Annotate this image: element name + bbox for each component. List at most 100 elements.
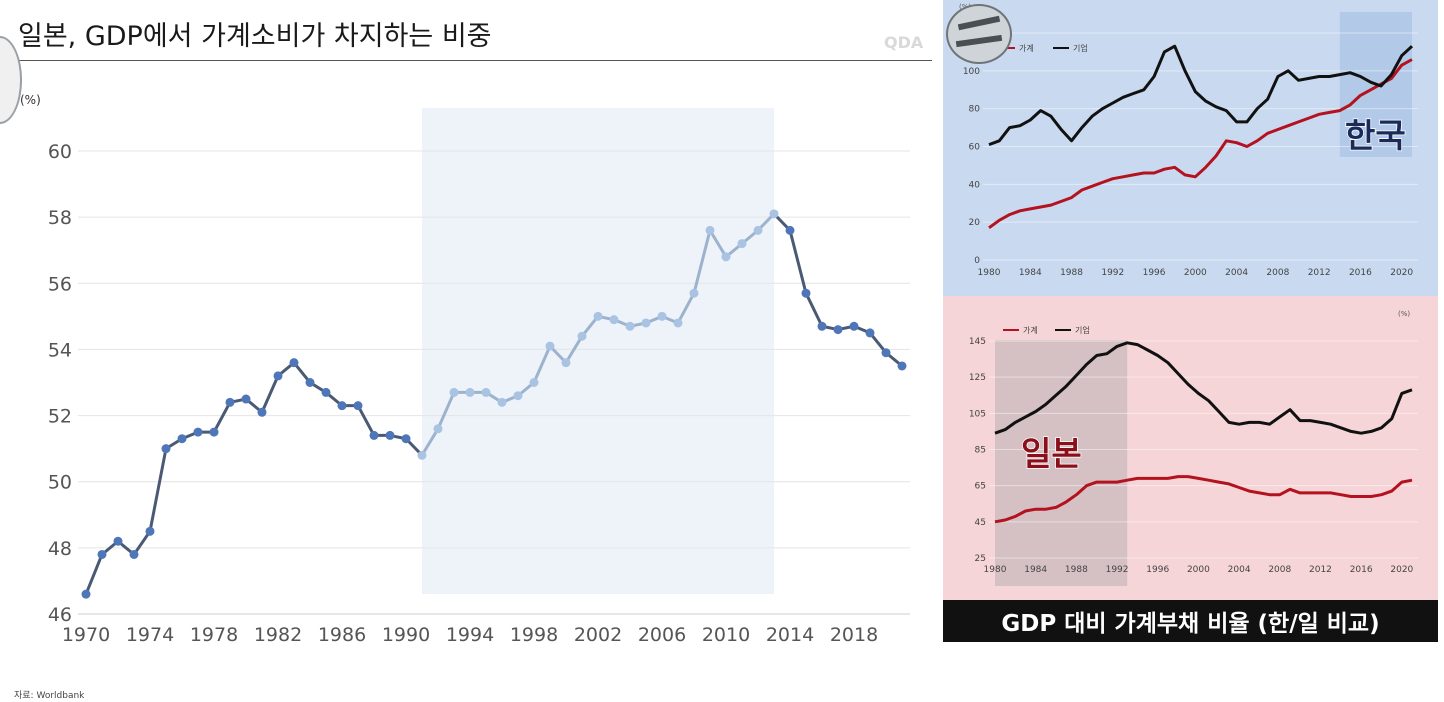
x-tick-label: 1994 — [446, 624, 494, 646]
data-point — [689, 288, 699, 298]
jp-x-tick-label: 1984 — [1024, 565, 1047, 575]
x-tick-label: 2018 — [830, 624, 878, 646]
series-segment — [420, 427, 440, 457]
data-point — [833, 325, 843, 335]
kr-x-tick-label: 2008 — [1266, 268, 1289, 278]
data-point — [641, 318, 651, 328]
kr-series-corporate — [988, 44, 1414, 147]
data-point — [705, 225, 715, 235]
kr-y-tick-label: 0 — [974, 256, 980, 266]
data-point — [449, 387, 459, 397]
x-tick-label: 1970 — [62, 624, 110, 646]
debt-ratio-inset: 0204060801001201980198419881992199620002… — [943, 0, 1438, 600]
kr-x-tick-label: 2012 — [1308, 268, 1331, 278]
jp-series-household — [994, 475, 1413, 524]
highlight-band — [422, 108, 774, 594]
y-tick-label: 58 — [48, 207, 72, 229]
data-point — [369, 430, 379, 440]
data-point — [673, 318, 683, 328]
data-point — [145, 526, 155, 536]
x-tick-label: 2014 — [766, 624, 814, 646]
x-tick-label: 1990 — [382, 624, 430, 646]
series-segment — [788, 228, 808, 295]
data-point — [753, 225, 763, 235]
y-tick-label: 48 — [48, 538, 72, 560]
kr-x-tick-label: 2016 — [1349, 268, 1372, 278]
jp-x-tick-label: 2004 — [1228, 565, 1251, 575]
data-point — [593, 311, 603, 321]
x-tick-label: 2002 — [574, 624, 622, 646]
data-point — [97, 549, 107, 559]
data-point — [433, 424, 443, 434]
data-point — [657, 311, 667, 321]
data-point — [209, 427, 219, 437]
kr-y-tick-label: 20 — [969, 218, 981, 228]
series-segment — [356, 404, 376, 437]
kr-x-tick-label: 2020 — [1390, 268, 1413, 278]
jp-y-tick-label: 45 — [975, 518, 986, 528]
data-point — [801, 288, 811, 298]
series-segment — [692, 228, 712, 295]
series-segment — [260, 374, 280, 414]
data-point — [161, 444, 171, 454]
data-point — [81, 589, 91, 599]
jp-y-tick-label: 25 — [975, 554, 986, 564]
x-tick-label: 2006 — [638, 624, 686, 646]
x-tick-label: 1982 — [254, 624, 302, 646]
y-tick-label: 54 — [48, 339, 72, 361]
data-point — [241, 394, 251, 404]
jp-y-tick-label: 65 — [975, 482, 986, 492]
data-point — [849, 321, 859, 331]
jp-x-tick-label: 2008 — [1268, 565, 1291, 575]
data-point — [289, 358, 299, 368]
data-point — [513, 391, 523, 401]
data-point — [817, 321, 827, 331]
kr-x-tick-label: 1988 — [1060, 268, 1083, 278]
kr-x-tick-label: 1996 — [1143, 268, 1166, 278]
x-tick-label: 2010 — [702, 624, 750, 646]
kr-x-tick-label: 2000 — [1184, 268, 1207, 278]
title-divider — [12, 60, 932, 61]
series-segment — [436, 390, 456, 431]
kr-x-tick-label: 1980 — [978, 268, 1001, 278]
data-point — [337, 401, 347, 411]
data-point — [529, 378, 539, 387]
source-note: 자료: Worldbank — [14, 691, 85, 701]
y-unit-label: (%) — [20, 93, 41, 107]
series-segment — [532, 344, 552, 384]
jp-x-tick-label: 2020 — [1390, 565, 1413, 575]
data-point — [353, 401, 363, 411]
data-point — [225, 397, 235, 407]
japan-legend-corporate: 기업 — [1075, 326, 1090, 335]
jp-x-tick-label: 2012 — [1309, 565, 1332, 575]
data-point — [897, 361, 907, 371]
data-point — [737, 239, 747, 249]
jp-highlight-band — [995, 340, 1128, 586]
data-point — [257, 407, 267, 417]
japan-legend-household: 가계 — [1023, 325, 1038, 335]
series-segment — [212, 400, 232, 434]
series-segment — [132, 529, 152, 556]
data-point — [625, 321, 635, 331]
data-point — [769, 209, 779, 219]
y-tick-label: 52 — [48, 406, 72, 428]
series-segment — [564, 334, 584, 365]
jp-x-tick-label: 1996 — [1146, 565, 1169, 575]
data-point — [321, 387, 331, 397]
jp-x-tick-label: 1980 — [984, 565, 1007, 575]
y-tick-label: 56 — [48, 273, 72, 295]
y-tick-label: 46 — [48, 604, 72, 626]
kr-series-household — [988, 58, 1413, 230]
jp-series-corporate — [994, 341, 1413, 435]
data-point — [609, 315, 619, 325]
inset-caption: GDP 대비 가계부채 비율 (한/일 비교) — [943, 600, 1438, 642]
data-point — [129, 549, 139, 559]
data-point — [721, 252, 731, 262]
data-point — [273, 371, 283, 381]
data-point — [465, 387, 475, 397]
japan-unit-label: (%) — [1398, 310, 1410, 318]
x-tick-label: 1974 — [126, 624, 174, 646]
page-title: 일본, GDP에서 가계소비가 차지하는 비중 — [18, 21, 492, 52]
jp-y-tick-label: 85 — [975, 446, 986, 456]
japan-label: 일본 — [1021, 434, 1082, 473]
